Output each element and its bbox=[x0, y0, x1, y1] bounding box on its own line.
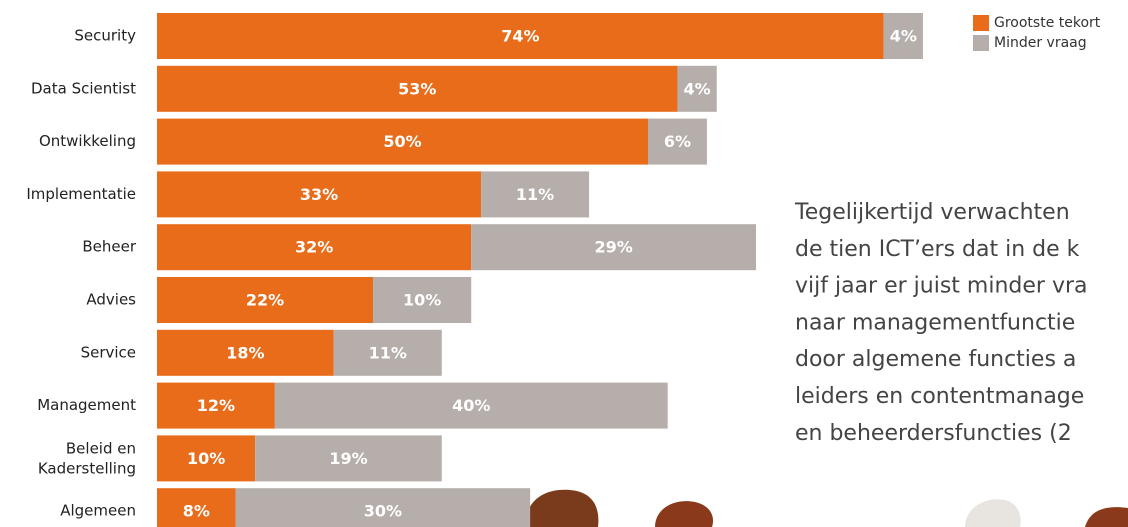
value-label: 32% bbox=[295, 238, 333, 257]
bar-segment bbox=[471, 224, 757, 271]
value-label: 29% bbox=[594, 238, 632, 257]
paragraph-line: Tegelijkertijd verwachten bbox=[794, 200, 1070, 225]
value-label: 50% bbox=[383, 132, 421, 151]
bar-segment bbox=[157, 488, 236, 527]
bar-segment bbox=[677, 65, 717, 112]
bar-segment bbox=[373, 277, 472, 323]
bar-segment bbox=[157, 382, 275, 429]
category-label: Algemeen bbox=[60, 502, 136, 520]
paragraph-line: door algemene functies a bbox=[795, 347, 1076, 372]
value-label: 11% bbox=[516, 185, 554, 204]
legend-swatch bbox=[973, 35, 989, 51]
category-label: Ontwikkeling bbox=[39, 132, 136, 150]
bar-segment bbox=[648, 118, 707, 165]
category-label: Beheer bbox=[82, 238, 136, 256]
illustration bbox=[525, 489, 1128, 527]
value-label: 6% bbox=[664, 132, 691, 151]
value-label: 53% bbox=[398, 79, 436, 98]
legend-swatch bbox=[973, 15, 989, 31]
paragraph-line: naar managementfunctie bbox=[795, 310, 1075, 335]
bar-segment bbox=[157, 435, 256, 482]
value-label: 10% bbox=[403, 291, 441, 310]
bar-segment bbox=[333, 329, 442, 376]
paragraph-line: en beheerdersfuncties (2 bbox=[795, 421, 1072, 446]
category-label: Implementatie bbox=[26, 185, 136, 203]
bar-segment bbox=[274, 382, 668, 429]
bar-segment bbox=[235, 488, 531, 527]
category-label: Data Scientist bbox=[31, 79, 136, 97]
paragraph-line: de tien ICT’ers dat in de k bbox=[795, 237, 1080, 262]
bar-segment bbox=[157, 329, 334, 376]
value-label: 12% bbox=[197, 396, 235, 415]
bar-segment bbox=[157, 13, 884, 59]
bar-segment bbox=[157, 224, 472, 271]
value-label: 33% bbox=[300, 185, 338, 204]
value-label: 22% bbox=[246, 291, 284, 310]
value-label: 8% bbox=[183, 502, 210, 521]
bar-segment bbox=[255, 435, 442, 482]
legend-label: Grootste tekort bbox=[994, 15, 1101, 31]
category-label: Management bbox=[37, 396, 136, 414]
value-label: 40% bbox=[452, 396, 490, 415]
bar-segment bbox=[481, 171, 590, 218]
bar-segment bbox=[157, 118, 648, 165]
category-label: Security bbox=[74, 27, 136, 45]
value-label: 4% bbox=[890, 27, 917, 46]
value-label: 4% bbox=[684, 79, 711, 98]
paragraph-line: vijf jaar er juist minder vra bbox=[795, 274, 1088, 299]
value-label: 19% bbox=[329, 449, 367, 468]
bar-segment bbox=[883, 13, 923, 59]
value-label: 30% bbox=[364, 502, 402, 521]
bar-segment bbox=[157, 65, 678, 112]
bar-segment bbox=[157, 171, 482, 218]
category-label: Advies bbox=[86, 291, 136, 309]
category-label: Service bbox=[81, 343, 136, 361]
category-label: Beleid en Kaderstelling bbox=[38, 439, 136, 477]
value-label: 74% bbox=[501, 27, 539, 46]
bar-segment bbox=[157, 277, 374, 323]
value-label: 18% bbox=[226, 343, 264, 362]
paragraph-line: leiders en contentmanage bbox=[795, 384, 1084, 409]
legend-label: Minder vraag bbox=[994, 35, 1087, 51]
value-label: 11% bbox=[369, 343, 407, 362]
value-label: 10% bbox=[187, 449, 225, 468]
